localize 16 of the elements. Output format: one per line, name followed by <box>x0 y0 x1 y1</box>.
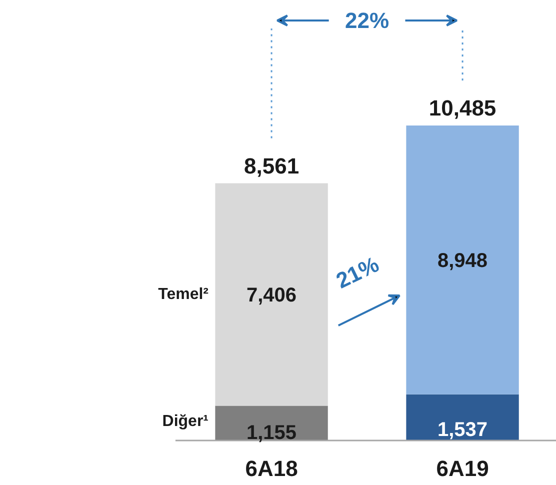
x-tick-label: 6A18 <box>245 456 298 481</box>
bar <box>215 183 328 406</box>
text: 22% <box>345 8 390 33</box>
data-label: 7,406 <box>246 284 297 307</box>
bar <box>215 406 328 440</box>
x-tick-label: 6A19 <box>436 456 489 481</box>
data-label: 8,948 <box>438 250 488 272</box>
series-label: Diğer¹ <box>162 412 209 430</box>
total-label: 8,561 <box>244 153 300 178</box>
data-label: 1,155 <box>246 422 297 444</box>
total-label: 10,485 <box>428 96 496 120</box>
annotation: 21% <box>332 252 383 294</box>
bar <box>406 394 519 440</box>
data-label: 1,537 <box>438 418 488 441</box>
series-label: Temel² <box>158 286 209 304</box>
bar <box>406 126 519 394</box>
